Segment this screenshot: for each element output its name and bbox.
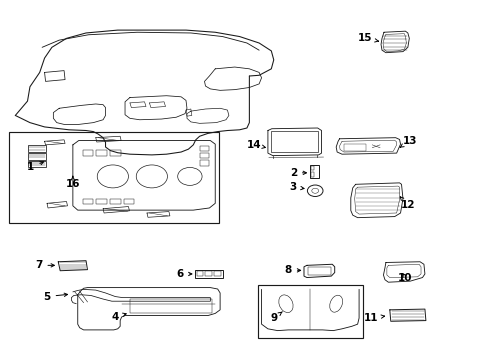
Bar	[9, 132, 219, 223]
Text: 15: 15	[357, 33, 378, 43]
Text: 1: 1	[27, 162, 43, 172]
Bar	[311, 172, 314, 177]
Bar	[199, 153, 209, 158]
Bar	[271, 131, 317, 152]
Text: 4: 4	[111, 312, 126, 322]
Bar	[199, 160, 209, 166]
Text: 8: 8	[284, 265, 300, 275]
Bar	[96, 150, 107, 156]
Bar	[344, 144, 366, 150]
Text: 2: 2	[289, 168, 306, 178]
Bar	[205, 271, 211, 276]
Bar	[27, 145, 46, 152]
Bar	[96, 199, 107, 204]
Bar	[307, 267, 330, 275]
Text: 10: 10	[397, 273, 412, 283]
Text: 13: 13	[399, 136, 417, 147]
Text: 6: 6	[176, 269, 191, 279]
Bar	[196, 271, 203, 276]
Bar	[214, 271, 220, 276]
Bar	[110, 199, 121, 204]
Bar	[82, 150, 93, 156]
Bar	[199, 146, 209, 151]
Bar	[123, 199, 134, 204]
Text: 3: 3	[289, 182, 304, 192]
Bar	[110, 150, 121, 156]
Text: 11: 11	[363, 313, 384, 323]
Text: 16: 16	[65, 176, 80, 189]
Text: 7: 7	[35, 260, 54, 270]
Text: 5: 5	[43, 292, 67, 302]
Bar	[194, 270, 223, 278]
Text: 14: 14	[246, 140, 265, 150]
Bar	[82, 199, 93, 204]
Bar	[311, 166, 314, 170]
Text: 9: 9	[270, 312, 282, 323]
Bar	[310, 165, 319, 178]
Bar	[258, 285, 362, 338]
Text: 12: 12	[400, 197, 414, 210]
Bar	[27, 161, 46, 167]
Bar	[27, 153, 46, 159]
Bar	[130, 299, 211, 313]
